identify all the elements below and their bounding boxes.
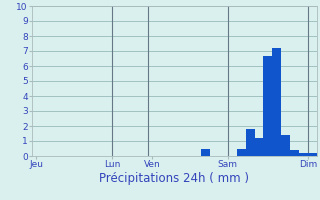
Bar: [299, 153, 308, 156]
Bar: [263, 55, 272, 156]
Bar: [290, 150, 299, 156]
Bar: [237, 148, 246, 156]
Bar: [308, 153, 317, 156]
Bar: [272, 48, 281, 156]
X-axis label: Précipitations 24h ( mm ): Précipitations 24h ( mm ): [100, 172, 249, 185]
Bar: [201, 148, 210, 156]
Bar: [246, 129, 254, 156]
Bar: [281, 135, 290, 156]
Bar: [254, 138, 263, 156]
